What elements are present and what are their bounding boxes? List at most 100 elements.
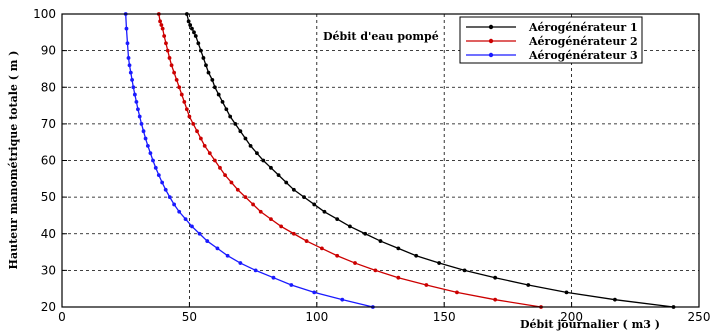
- series-1: [184, 12, 676, 309]
- data-point: [212, 85, 217, 90]
- data-point: [201, 56, 206, 60]
- data-point: [190, 224, 194, 229]
- data-point: [160, 26, 165, 31]
- data-point: [396, 246, 401, 251]
- data-point: [151, 158, 155, 163]
- y-tick-label: 90: [41, 44, 56, 58]
- data-point: [172, 202, 177, 207]
- data-point: [340, 297, 345, 302]
- axis-ticks: 0 50 100 150 200 250 20 30 40 50 60 70 80 90 100: [33, 7, 710, 324]
- data-point: [243, 136, 248, 141]
- data-point: [196, 41, 201, 46]
- data-point: [248, 143, 253, 148]
- y-tick-label: 70: [41, 117, 56, 131]
- data-point: [304, 239, 309, 243]
- data-point: [141, 129, 146, 134]
- data-point: [186, 19, 191, 24]
- data-point: [353, 261, 357, 265]
- data-point: [223, 173, 227, 178]
- data-point: [218, 165, 222, 170]
- data-point: [212, 158, 217, 163]
- data-point: [160, 180, 165, 185]
- x-tick-label: 0: [58, 310, 66, 324]
- data-point: [143, 136, 148, 141]
- data-point: [165, 48, 170, 53]
- data-point: [335, 253, 340, 258]
- y-axis-title: Hauteur manométrique totale ( m ): [7, 51, 20, 270]
- data-point: [238, 129, 243, 134]
- data-point: [229, 180, 234, 185]
- data-point: [182, 100, 187, 104]
- data-point: [136, 107, 140, 112]
- data-point: [462, 268, 467, 273]
- data-point: [191, 121, 196, 126]
- legend-swatch-marker: [488, 38, 494, 44]
- data-point: [215, 246, 220, 251]
- data-point: [210, 78, 215, 82]
- x-tick-label: 100: [305, 310, 328, 324]
- data-point: [172, 70, 177, 75]
- x-tick-label: 200: [560, 310, 583, 324]
- y-tick-label: 100: [33, 7, 56, 21]
- data-point: [225, 253, 230, 258]
- data-point: [363, 231, 368, 236]
- data-point: [128, 70, 133, 75]
- data-point: [243, 195, 248, 200]
- data-point: [184, 107, 189, 112]
- data-point: [137, 114, 142, 119]
- data-point: [206, 70, 211, 75]
- data-point: [131, 85, 136, 90]
- data-point: [291, 187, 296, 192]
- series-3: [123, 12, 375, 309]
- data-point: [192, 30, 196, 35]
- series-layer: [123, 12, 676, 309]
- data-point: [153, 165, 158, 170]
- data-point: [220, 100, 225, 104]
- data-point: [204, 63, 208, 68]
- legend-label: Aérogénérateur 3: [528, 49, 638, 62]
- data-point: [373, 268, 378, 273]
- x-tick-label: 250: [688, 310, 711, 324]
- data-point: [124, 26, 129, 31]
- data-point: [162, 34, 167, 38]
- data-point: [134, 100, 139, 104]
- data-point: [127, 63, 132, 68]
- data-point: [190, 26, 194, 31]
- y-tick-label: 20: [41, 300, 56, 314]
- data-point: [348, 224, 352, 229]
- data-point: [526, 283, 531, 287]
- data-point: [164, 41, 168, 46]
- data-point: [233, 121, 238, 126]
- data-point: [455, 290, 459, 295]
- series-2: [156, 12, 543, 309]
- data-point: [319, 246, 324, 251]
- data-point: [174, 78, 179, 82]
- data-point: [187, 114, 192, 119]
- data-point: [258, 209, 263, 214]
- data-point: [269, 165, 273, 170]
- data-point: [493, 297, 498, 302]
- data-point: [235, 187, 240, 192]
- data-point: [188, 23, 193, 27]
- y-tick-label: 30: [41, 263, 56, 277]
- legend-item: Aérogénérateur 2: [466, 35, 638, 48]
- legend-label: Aérogénérateur 2: [528, 35, 638, 48]
- data-point: [564, 290, 569, 295]
- data-point: [169, 63, 174, 68]
- data-point: [145, 143, 150, 148]
- data-point: [312, 290, 317, 295]
- data-point: [269, 217, 273, 222]
- data-point: [279, 224, 284, 229]
- data-point: [148, 151, 153, 156]
- data-point: [424, 283, 429, 287]
- data-point: [437, 261, 442, 265]
- data-point: [130, 78, 134, 82]
- data-point: [291, 231, 296, 236]
- data-point: [216, 92, 221, 97]
- data-point: [197, 231, 202, 236]
- data-point: [179, 92, 184, 97]
- data-point: [276, 173, 281, 178]
- data-point: [205, 239, 210, 243]
